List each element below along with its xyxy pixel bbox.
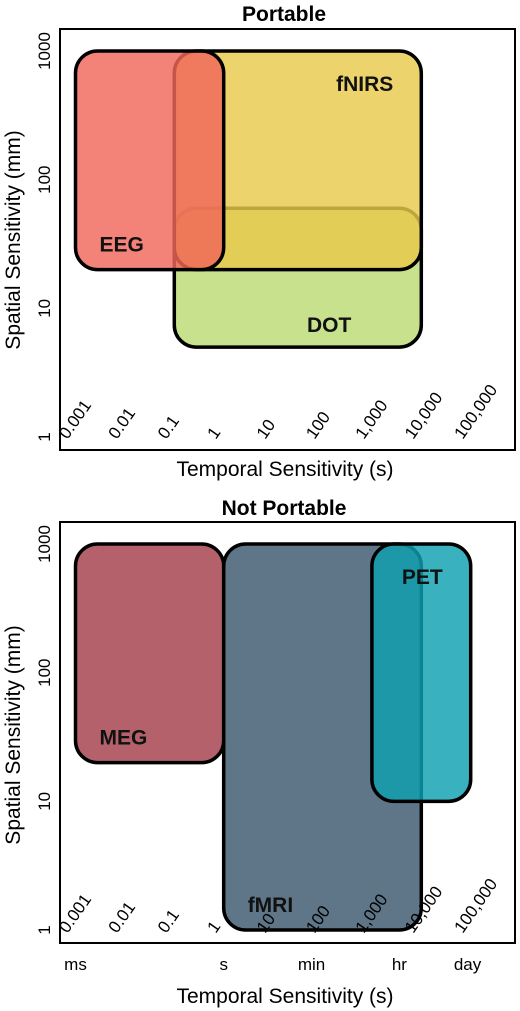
time-unit-min: min — [298, 955, 325, 974]
time-unit-day: day — [454, 955, 482, 974]
y-tick-label: 100 — [35, 165, 54, 193]
region-meg — [73, 542, 226, 765]
time-unit-hr: hr — [392, 955, 407, 974]
x-tick-label: 1 — [203, 424, 224, 443]
x-tick-label: 0.001 — [55, 891, 95, 937]
x-tick-labels: 0.001 0.01 0.1 1 10 100 1,000 10,000 100,000 — [55, 381, 501, 442]
region-pet — [370, 542, 473, 804]
regions: DOT fNIRS EEG — [73, 49, 424, 349]
regions: MEG fMRI PET — [73, 542, 473, 932]
x-tick-label: 1 — [203, 918, 224, 937]
y-axis-label: Spatial Sensitivity (mm) — [2, 130, 25, 349]
x-tick-label: 10,000 — [401, 389, 446, 442]
x-axis-label: Temporal Sensitivity (s) — [176, 458, 393, 481]
x-tick-label: 100 — [302, 408, 334, 442]
time-unit-s: s — [219, 955, 228, 974]
y-tick-labels: 1 10 100 1000 — [35, 32, 54, 442]
region-label-fmri: fMRI — [248, 894, 294, 917]
y-tick-label: 10 — [35, 792, 54, 811]
y-tick-label: 1000 — [35, 32, 54, 70]
time-unit-ms: ms — [64, 955, 87, 974]
x-tick-label: 0.1 — [154, 412, 183, 442]
plot-frame — [59, 28, 516, 451]
y-tick-label: 10 — [35, 299, 54, 318]
region-label-fnirs: fNIRS — [336, 73, 393, 96]
x-tick-label: 100,000 — [450, 875, 501, 936]
region-label-eeg: EEG — [100, 234, 144, 257]
x-axis-label: Temporal Sensitivity (s) — [176, 985, 393, 1008]
region-label-dot: DOT — [307, 314, 352, 337]
chart-title: Not Portable — [222, 497, 347, 520]
chart-title: Portable — [242, 3, 326, 26]
y-tick-labels: 1 10 100 1000 — [35, 525, 54, 935]
y-tick-label: 1 — [35, 432, 54, 441]
x-tick-label: 0.001 — [55, 397, 95, 443]
y-tick-label: 1000 — [35, 525, 54, 563]
not-portable-panel: Not Portable MEG fMRI PET 1 10 100 1000 0.001… — [2, 497, 516, 1008]
x-tick-label: 10 — [253, 416, 279, 442]
y-tick-label: 100 — [35, 658, 54, 686]
region-eeg — [73, 49, 226, 272]
x-tick-label: 0.01 — [105, 404, 140, 442]
region-label-pet: PET — [402, 566, 443, 589]
x-tick-label: 0.01 — [105, 898, 140, 936]
x-tick-label: 100,000 — [450, 381, 501, 442]
x-tick-label: 1,000 — [352, 397, 392, 443]
y-tick-label: 1 — [35, 925, 54, 934]
x-tick-label: 0.1 — [154, 906, 183, 936]
time-unit-labels: ms s min hr day — [64, 955, 482, 974]
plot-frame — [59, 521, 516, 944]
y-axis-label: Spatial Sensitivity (mm) — [2, 625, 25, 844]
region-label-meg: MEG — [100, 727, 148, 750]
